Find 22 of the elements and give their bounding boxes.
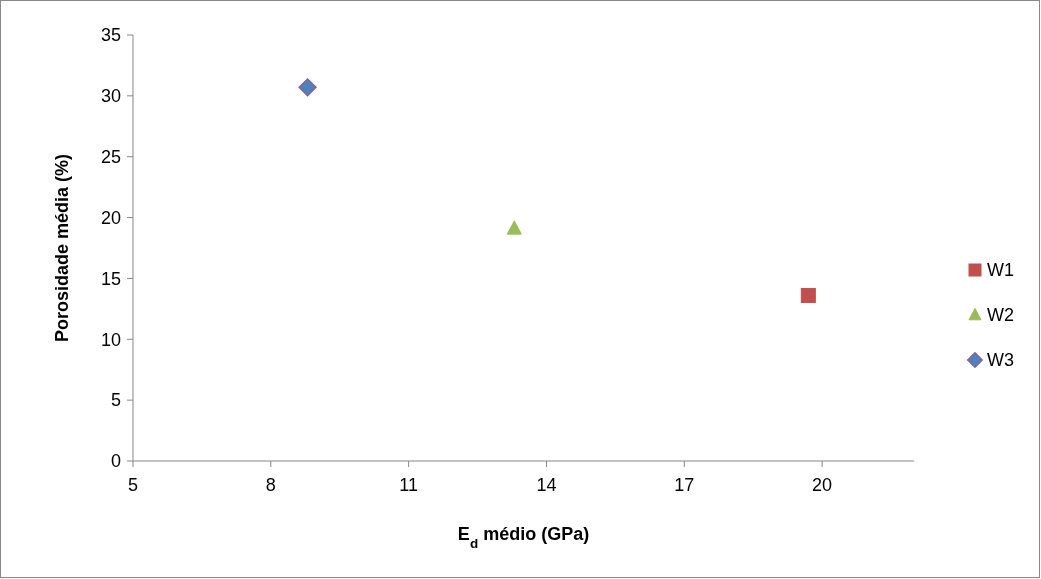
- y-tick-label: 15: [100, 268, 121, 289]
- y-tick-label: 30: [100, 86, 121, 107]
- y-tick-label: 5: [110, 390, 121, 411]
- point: [506, 220, 522, 235]
- legend-label: W1: [987, 260, 1014, 281]
- legend-label: W2: [987, 305, 1014, 326]
- point: [298, 78, 317, 97]
- x-tick-label: 17: [674, 475, 695, 495]
- legend-label: W3: [987, 350, 1014, 371]
- point: [800, 287, 816, 303]
- x-tick-label: 5: [127, 475, 139, 495]
- y-tick-label: 20: [100, 207, 121, 228]
- y-tick-label: 10: [100, 329, 121, 350]
- y-tick-label: 25: [100, 147, 121, 168]
- x-tick-label: 20: [812, 475, 833, 495]
- x-tick-label: 11: [399, 475, 418, 495]
- x-tick-label: 14: [536, 475, 557, 495]
- x-axis-title: E$_{d}$ médio (GPa): [457, 524, 590, 551]
- y-tick-label: 0: [110, 451, 121, 472]
- x-tick-label: 8: [265, 475, 276, 495]
- y-tick-label: 35: [100, 25, 121, 46]
- y-axis-title: Porosidade média (%): [52, 153, 72, 343]
